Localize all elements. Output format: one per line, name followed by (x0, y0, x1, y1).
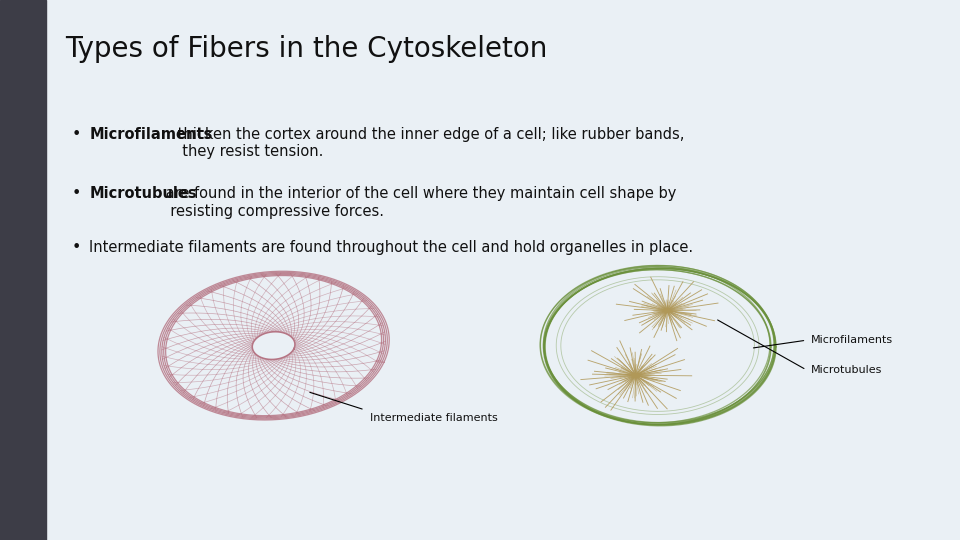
Text: Microfilaments: Microfilaments (89, 127, 213, 142)
Text: •: • (72, 127, 82, 142)
Bar (0, 0, 46, 540)
Polygon shape (252, 332, 295, 360)
Text: thicken the cortex around the inner edge of a cell; like rubber bands,
  they re: thicken the cortex around the inner edge… (173, 127, 684, 159)
Text: Types of Fibers in the Cytoskeleton: Types of Fibers in the Cytoskeleton (65, 35, 547, 63)
Text: are found in the interior of the cell where they maintain cell shape by
  resist: are found in the interior of the cell wh… (160, 186, 676, 219)
Text: •: • (72, 240, 82, 255)
Text: •: • (72, 186, 82, 201)
Text: Intermediate filaments: Intermediate filaments (370, 413, 497, 423)
Text: Microtubules: Microtubules (811, 365, 882, 375)
Polygon shape (252, 332, 295, 360)
Text: Microfilaments: Microfilaments (811, 335, 894, 345)
Text: Intermediate filaments are found throughout the cell and hold organelles in plac: Intermediate filaments are found through… (89, 240, 693, 255)
Text: Microtubules: Microtubules (89, 186, 197, 201)
